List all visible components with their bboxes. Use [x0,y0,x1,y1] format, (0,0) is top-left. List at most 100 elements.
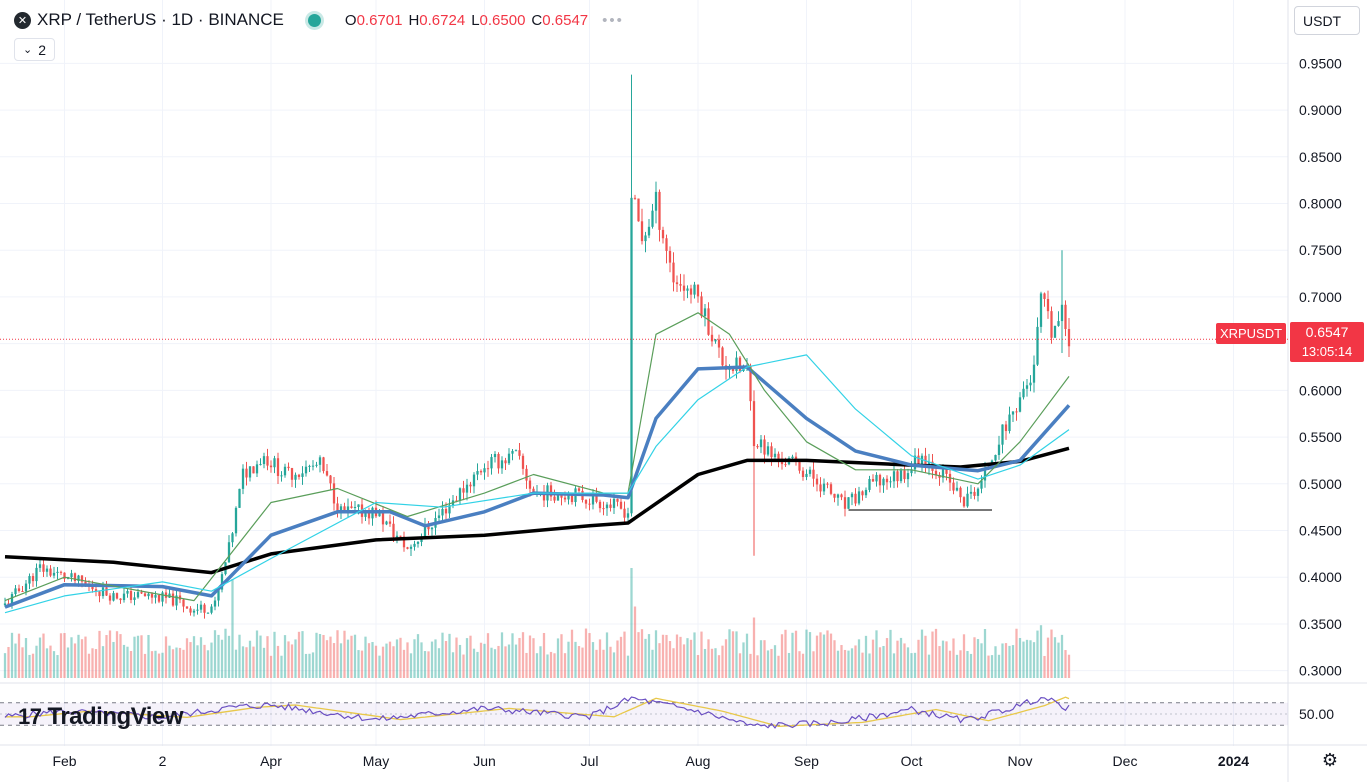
currency-select[interactable]: USDT [1294,6,1360,35]
volume-bar-2023-02-26 [150,651,154,678]
candle-body-2023-07-09 [616,498,619,502]
candle-body-2023-07-17 [644,235,647,242]
candle-body-2023-03-21 [231,533,234,543]
volume-bar-2023-07-11 [623,631,626,678]
candle-body-2023-01-30 [56,571,59,573]
indicators-collapse-button[interactable]: ⌄ 2 [14,38,55,61]
candle-body-2023-02-07 [84,581,87,584]
candle-body-2023-06-14 [528,480,532,489]
volume-bar-2023-03-29 [259,635,262,678]
volume-bar-2023-10-22 [983,629,987,678]
y-tick-label: 0.4500 [1299,523,1342,539]
candle-body-2023-09-30 [906,473,910,480]
volume-bar-2023-05-29 [472,648,476,678]
volume-bar-2023-04-16 [322,634,325,678]
volume-bar-2023-09-23 [882,646,885,678]
candle-body-2023-08-05 [710,334,714,342]
volume-bar-2023-05-30 [476,651,479,678]
market-status-dot [307,13,321,27]
candle-body-2023-01-28 [49,568,52,576]
candle-body-2023-02-13 [105,587,108,596]
candle-body-2023-05-10 [406,547,409,549]
volume-bar-2023-06-04 [493,649,497,678]
ohlc-low-value: 0.6500 [479,11,526,29]
volume-bar-2023-04-01 [269,655,273,678]
gear-icon[interactable]: ⚙ [1321,750,1339,770]
volume-bar-2023-05-09 [402,649,406,678]
candle-body-2023-04-05 [283,466,287,476]
tradingview-logo[interactable]: 17 TradingView [18,703,183,731]
candle-body-2023-02-19 [126,590,129,594]
rsi-line [4,696,1070,729]
close-icon[interactable]: ✕ [14,11,31,29]
chevron-down-icon: ⌄ [22,44,33,56]
volume-bar-2023-07-04 [598,639,602,678]
candle-body-2023-11-08 [1043,293,1046,299]
volume-bar-2023-10-02 [913,652,917,678]
more-options-button[interactable]: ••• [602,11,624,29]
x-tick-label: May [363,753,389,769]
volume-bar-2023-03-20 [227,635,231,678]
volume-bar-2023-01-15 [3,653,7,678]
candle-body-2023-02-16 [115,593,119,599]
volume-bar-2023-08-12 [735,631,738,678]
volume-bar-2023-02-10 [94,649,98,678]
volume-bar-2023-07-01 [588,633,591,678]
volume-bar-2023-11-15 [1067,654,1071,678]
candle-body-2023-11-01 [1018,397,1022,412]
candle-body-2023-01-23 [31,576,35,582]
candle-body-2023-07-12 [626,513,630,518]
x-tick-label: Feb [52,753,76,769]
candle-body-2023-10-29 [1008,414,1011,432]
volume-bar-2023-07-08 [612,652,616,678]
volume-bar-2023-03-07 [182,649,185,678]
volume-bar-2023-05-24 [455,637,458,678]
volume-bar-2023-10-01 [910,653,913,678]
candle-body-2023-10-25 [994,454,997,461]
volume-bar-2023-08-05 [710,648,714,678]
volume-bar-2023-03-11 [196,645,199,678]
symbol-title[interactable]: XRP / TetherUS · 1D · BINANCE [37,10,284,29]
volume-bar-2023-02-04 [73,643,77,678]
volume-bar-2023-03-31 [266,636,269,678]
volume-bar-2023-07-27 [679,636,682,678]
volume-bar-2023-07-03 [595,649,598,678]
volume-bar-2023-03-04 [171,649,175,678]
volume-bar-2023-08-24 [777,655,780,678]
candle-body-2023-02-23 [140,592,143,594]
tradingview-mark-icon: 17 [18,704,42,729]
candle-body-2023-03-28 [255,464,259,474]
x-tick-label: Apr [260,753,282,769]
candle-body-2023-01-31 [59,571,63,573]
candle-body-2023-06-06 [500,460,504,469]
volume-bar-2023-10-17 [966,651,969,678]
volume-bar-2023-10-23 [987,655,990,678]
candle-body-2023-06-24 [563,497,567,500]
volume-bar-2023-10-18 [969,653,973,678]
candle-body-2023-09-25 [889,481,892,483]
candle-body-2023-09-23 [882,478,885,486]
volume-bar-2023-10-04 [920,629,924,678]
candle-body-2023-05-22 [448,505,451,514]
candle-body-2023-09-26 [892,471,896,482]
candle-body-2023-01-19 [17,588,21,592]
candle-body-2023-02-21 [133,597,136,600]
candle-body-2023-08-01 [696,284,700,297]
candle-body-2023-03-25 [245,468,248,478]
volume-bar-2023-07-17 [644,638,647,678]
candle-body-2023-11-12 [1057,321,1060,326]
candle-body-2023-10-11 [945,467,948,474]
volume-bar-2023-02-09 [91,648,94,678]
volume-bar-2023-10-15 [959,650,962,678]
volume-bar-2023-05-26 [462,654,465,678]
volume-bar-2023-02-03 [70,637,73,678]
candle-body-2023-08-23 [773,453,777,458]
candle-body-2023-07-15 [637,198,640,222]
volume-bar-2023-11-09 [1046,637,1050,678]
candle-body-2023-05-07 [395,535,399,538]
candle-body-2023-08-28 [791,456,794,459]
volume-bar-2023-06-11 [518,637,521,678]
candle-body-2023-10-28 [1004,424,1008,432]
candle-body-2023-07-14 [633,197,637,199]
